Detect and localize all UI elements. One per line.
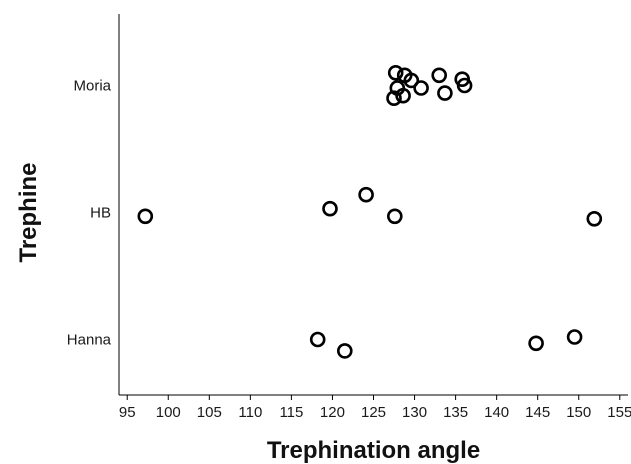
x-tick-label: 135 xyxy=(443,404,468,421)
x-tick-label: 130 xyxy=(402,404,427,421)
x-tick-label: 100 xyxy=(156,404,181,421)
data-point-moria xyxy=(456,77,473,94)
x-tick-label: 140 xyxy=(484,404,509,421)
x-tick-label: 110 xyxy=(238,404,262,421)
x-tick-label: 150 xyxy=(566,404,591,421)
data-point-hb xyxy=(137,208,154,225)
data-point-hanna xyxy=(528,335,544,352)
data-point-moria xyxy=(395,87,411,104)
data-point-moria xyxy=(403,72,420,89)
y-axis-title: Trephine xyxy=(15,162,42,262)
x-tick-label: 95 xyxy=(119,404,136,421)
x-axis-title: Trephination angle xyxy=(267,437,480,464)
data-points xyxy=(137,65,603,359)
data-point-hb xyxy=(586,211,603,227)
data-point-moria xyxy=(437,85,453,101)
y-category-labels: Moria HB Hanna xyxy=(67,78,112,349)
data-point-hanna xyxy=(566,329,583,345)
x-tick-label: 145 xyxy=(525,404,550,421)
data-point-hb xyxy=(322,200,338,217)
x-tick-label: 120 xyxy=(320,404,345,421)
x-ticks: 95 100 105 110 115 120 125 130 135 140 145 150 155 xyxy=(119,395,631,421)
category-label-hb: HB xyxy=(90,205,111,222)
x-tick-label: 115 xyxy=(279,404,303,421)
data-point-hb xyxy=(386,208,403,225)
data-point-hb xyxy=(358,186,374,203)
category-label-hanna: Hanna xyxy=(67,332,112,349)
data-point-moria xyxy=(387,65,404,81)
data-point-hanna xyxy=(309,331,326,348)
data-point-hanna xyxy=(336,343,353,359)
data-point-moria xyxy=(386,90,402,106)
x-tick-label: 155 xyxy=(607,404,631,421)
data-point-moria xyxy=(413,80,429,96)
x-tick-label: 105 xyxy=(197,404,222,421)
x-tick-label: 125 xyxy=(361,404,386,421)
category-label-moria: Moria xyxy=(73,78,111,95)
data-point-moria xyxy=(431,67,448,84)
axes xyxy=(118,14,628,396)
